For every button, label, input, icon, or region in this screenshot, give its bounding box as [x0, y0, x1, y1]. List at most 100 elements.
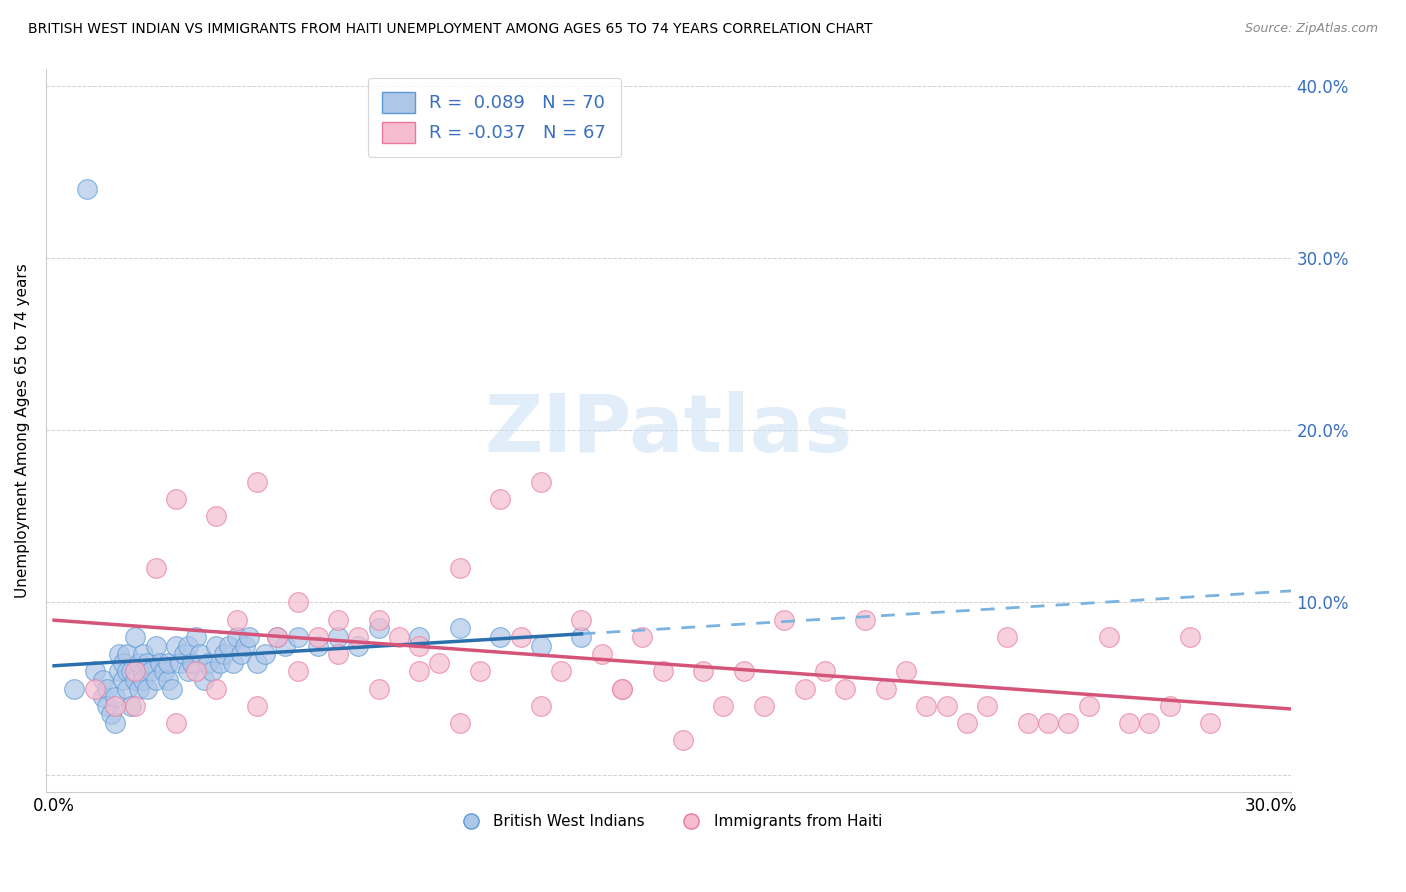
Point — [124, 698, 146, 713]
Point — [108, 647, 131, 661]
Point — [530, 698, 553, 713]
Point — [307, 639, 329, 653]
Point — [145, 561, 167, 575]
Point — [631, 630, 654, 644]
Point — [530, 639, 553, 653]
Point — [156, 656, 179, 670]
Point — [1077, 698, 1099, 713]
Point — [1118, 716, 1140, 731]
Point — [246, 698, 269, 713]
Point — [894, 665, 917, 679]
Point — [773, 613, 796, 627]
Point — [177, 665, 200, 679]
Point — [136, 681, 159, 696]
Point — [246, 475, 269, 489]
Point — [136, 656, 159, 670]
Point — [1036, 716, 1059, 731]
Point — [530, 475, 553, 489]
Point — [112, 656, 135, 670]
Point — [115, 665, 138, 679]
Point — [104, 698, 127, 713]
Point — [91, 673, 114, 687]
Point — [367, 681, 389, 696]
Point — [752, 698, 775, 713]
Point — [449, 561, 471, 575]
Point — [915, 698, 938, 713]
Point — [193, 673, 215, 687]
Point — [214, 647, 236, 661]
Point — [132, 673, 155, 687]
Point — [814, 665, 837, 679]
Point — [571, 613, 593, 627]
Point — [225, 630, 247, 644]
Point — [148, 656, 170, 670]
Point — [63, 681, 86, 696]
Point — [287, 665, 309, 679]
Point — [610, 681, 633, 696]
Point — [221, 656, 243, 670]
Point — [793, 681, 815, 696]
Point — [76, 182, 98, 196]
Point — [115, 647, 138, 661]
Point — [307, 630, 329, 644]
Point — [115, 681, 138, 696]
Point — [266, 630, 288, 644]
Point — [83, 681, 105, 696]
Point — [1057, 716, 1080, 731]
Point — [233, 639, 256, 653]
Point — [205, 681, 228, 696]
Point — [408, 639, 430, 653]
Point — [100, 707, 122, 722]
Point — [449, 716, 471, 731]
Point — [1098, 630, 1121, 644]
Point — [287, 630, 309, 644]
Point — [165, 492, 187, 507]
Point — [855, 613, 877, 627]
Point — [124, 665, 146, 679]
Point — [184, 630, 207, 644]
Point — [367, 613, 389, 627]
Point — [169, 656, 191, 670]
Point — [229, 647, 252, 661]
Point — [145, 639, 167, 653]
Point — [956, 716, 979, 731]
Point — [165, 639, 187, 653]
Point — [156, 673, 179, 687]
Point — [124, 630, 146, 644]
Point — [160, 681, 183, 696]
Point — [128, 656, 150, 670]
Point — [141, 665, 163, 679]
Point — [571, 630, 593, 644]
Point — [197, 656, 219, 670]
Point — [145, 673, 167, 687]
Point — [713, 698, 735, 713]
Point — [201, 665, 224, 679]
Point — [326, 630, 349, 644]
Point — [834, 681, 856, 696]
Point — [205, 639, 228, 653]
Point — [120, 665, 142, 679]
Point — [188, 647, 211, 661]
Point — [173, 647, 195, 661]
Point — [184, 665, 207, 679]
Point — [997, 630, 1019, 644]
Point — [152, 665, 174, 679]
Point — [408, 665, 430, 679]
Point — [489, 630, 512, 644]
Point — [610, 681, 633, 696]
Point — [177, 639, 200, 653]
Point — [132, 647, 155, 661]
Point — [591, 647, 613, 661]
Point — [120, 698, 142, 713]
Point — [91, 690, 114, 705]
Point — [449, 621, 471, 635]
Point — [367, 621, 389, 635]
Point — [209, 656, 232, 670]
Point — [935, 698, 957, 713]
Point — [96, 681, 118, 696]
Point — [326, 647, 349, 661]
Point — [287, 595, 309, 609]
Point — [132, 665, 155, 679]
Point — [489, 492, 512, 507]
Point — [408, 630, 430, 644]
